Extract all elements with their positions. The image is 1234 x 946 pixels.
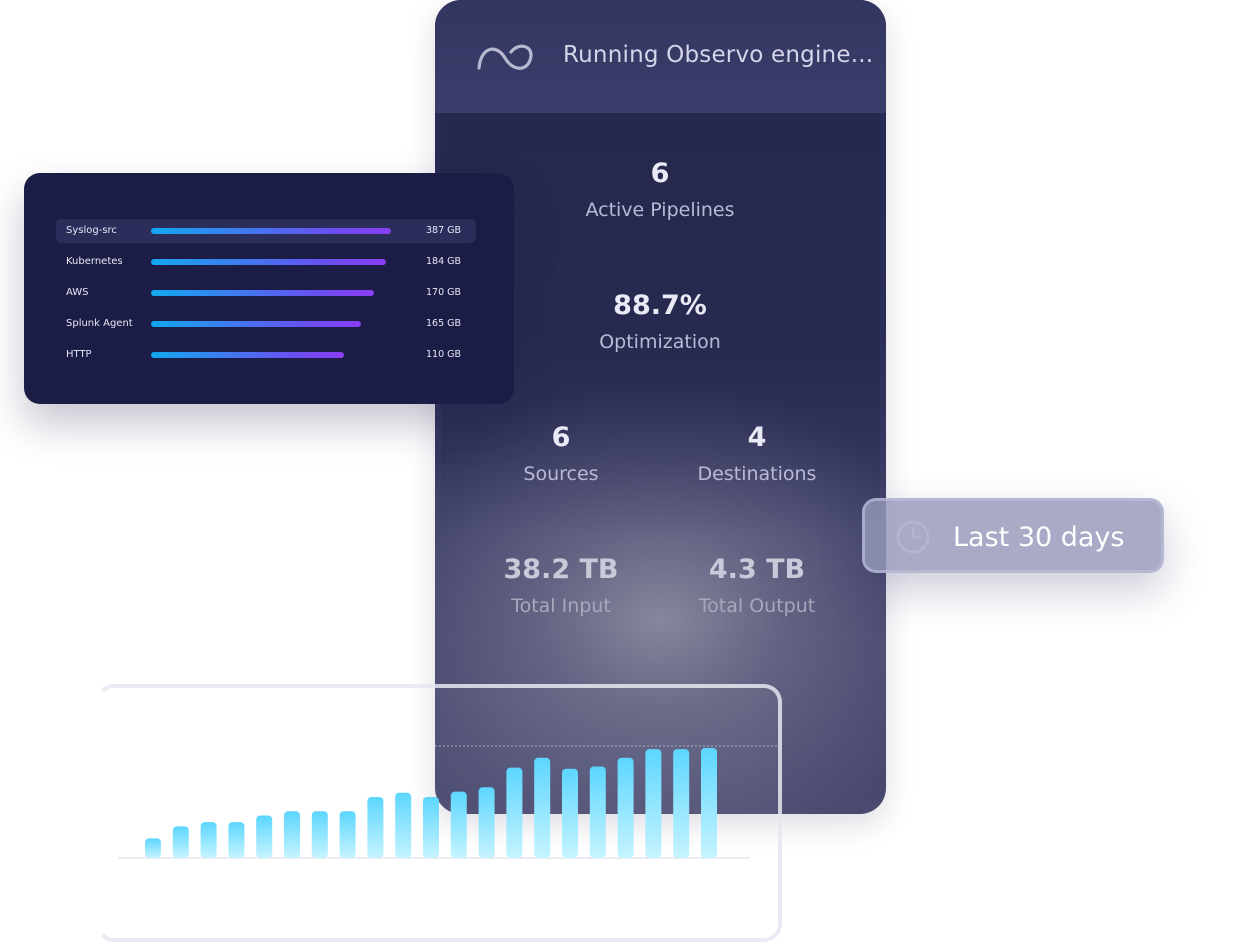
source-volume-bar — [151, 352, 344, 358]
chart-bar — [506, 767, 523, 858]
source-volume-value: 165 GB — [426, 318, 462, 329]
time-range-selector[interactable]: Last 30 days — [862, 498, 1164, 573]
source-volume-card: Syslog-src 387 GB Kubernetes 184 GB AWS 170 G… — [24, 173, 514, 404]
stat-value: 88.7% — [613, 290, 707, 321]
stat-label: Destinations — [697, 463, 817, 485]
source-volume-value: 110 GB — [426, 349, 462, 360]
engine-stats-area — [441, 113, 880, 814]
engine-status-title: Running Observo engine... — [563, 42, 874, 68]
stat-destinations: 4 Destinations — [677, 422, 837, 485]
stat-label: Active Pipelines — [585, 199, 735, 221]
source-name: HTTP — [66, 349, 92, 360]
source-name: Splunk Agent — [66, 318, 133, 329]
time-range-label: Last 30 days — [953, 522, 1125, 553]
stat-active-pipelines: 6 Active Pipelines — [560, 158, 760, 221]
clock-icon — [896, 520, 930, 554]
chart-bar — [478, 787, 495, 858]
source-volume-bar — [151, 228, 391, 234]
source-name: Kubernetes — [66, 256, 123, 267]
source-volume-value: 170 GB — [426, 287, 462, 298]
source-volume-value: 387 GB — [426, 225, 462, 236]
chart-bar — [339, 811, 356, 858]
chart-bar — [311, 811, 328, 858]
stat-label: Total Input — [511, 595, 611, 617]
source-row[interactable]: Kubernetes 184 GB — [56, 250, 476, 274]
ingest-chart-card — [96, 684, 782, 942]
chart-bar — [673, 749, 690, 858]
stat-total-output: 4.3 TB Total Output — [677, 554, 837, 617]
source-row[interactable]: HTTP 110 GB — [56, 343, 476, 367]
stat-label: Sources — [523, 463, 599, 485]
source-name: Syslog-src — [66, 225, 117, 236]
chart-bar — [645, 749, 662, 858]
source-volume-bar — [151, 259, 386, 265]
stat-value: 4.3 TB — [708, 554, 806, 585]
chart-bar — [172, 826, 189, 858]
source-row[interactable]: Splunk Agent 165 GB — [56, 312, 476, 336]
stat-value: 6 — [551, 422, 571, 453]
stat-sources: 6 Sources — [481, 422, 641, 485]
stat-value: 4 — [747, 422, 767, 453]
chart-bar — [589, 766, 606, 858]
stat-label: Optimization — [599, 331, 721, 353]
chart-bar — [534, 757, 551, 858]
engine-panel: Running Observo engine... 6 Active Pipel… — [435, 0, 886, 814]
chart-bar — [256, 815, 273, 858]
ingest-bar-chart — [118, 745, 780, 859]
stat-value: 38.2 TB — [503, 554, 619, 585]
chart-bar — [450, 791, 467, 858]
source-volume-bar — [151, 321, 361, 327]
chart-bar — [562, 768, 578, 858]
chart-bar — [701, 748, 717, 858]
chart-bar — [284, 811, 300, 858]
stat-optimization: 88.7% Optimization — [560, 290, 760, 353]
stat-label: Total Output — [698, 595, 816, 617]
source-row[interactable]: AWS 170 GB — [56, 281, 476, 305]
source-row[interactable]: Syslog-src 387 GB — [56, 219, 476, 243]
chart-bars — [145, 748, 717, 858]
infinity-wave-icon — [477, 44, 533, 70]
stat-total-input: 38.2 TB Total Input — [481, 554, 641, 617]
stat-value: 6 — [650, 158, 670, 189]
chart-bar — [200, 822, 217, 858]
chart-bar — [395, 792, 412, 858]
chart-bar — [367, 797, 384, 858]
chart-bar — [617, 757, 634, 858]
source-volume-bar — [151, 290, 374, 296]
chart-bar — [423, 797, 439, 858]
source-name: AWS — [66, 287, 89, 298]
engine-header: Running Observo engine... — [435, 0, 886, 113]
chart-bar — [145, 838, 161, 858]
source-volume-value: 184 GB — [426, 256, 462, 267]
chart-bar — [228, 822, 245, 858]
